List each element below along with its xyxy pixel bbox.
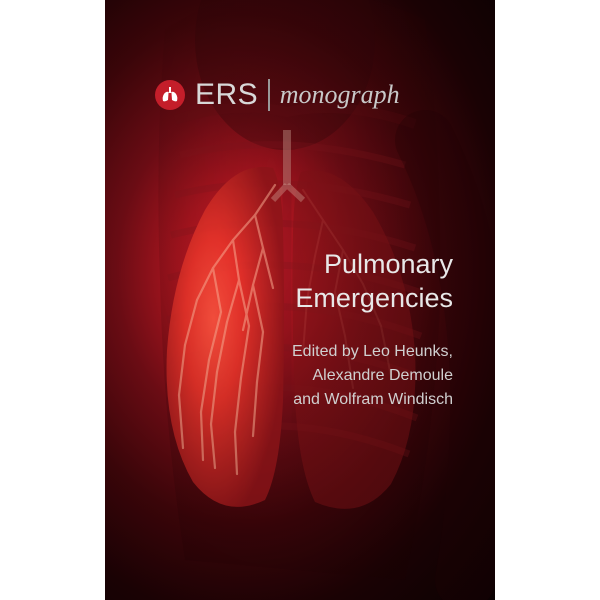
title-block: Pulmonary Emergencies xyxy=(295,248,453,316)
title-line-1: Pulmonary xyxy=(295,248,453,282)
editors-block: Edited by Leo Heunks, Alexandre Demoule … xyxy=(292,340,453,412)
title-line-2: Emergencies xyxy=(295,282,453,316)
book-cover: ERS monograph Pulmonary Emergencies Edit… xyxy=(105,0,495,600)
brand-text: ERS xyxy=(195,78,258,112)
page-container: ERS monograph Pulmonary Emergencies Edit… xyxy=(0,0,600,600)
series-text: monograph xyxy=(280,80,400,110)
editors-line-2: Alexandre Demoule xyxy=(292,364,453,388)
brand-header: ERS monograph xyxy=(155,78,400,112)
editors-line-1: Edited by Leo Heunks, xyxy=(292,340,453,364)
header-divider xyxy=(268,79,270,111)
ers-logo-icon xyxy=(155,80,185,110)
editors-line-3: and Wolfram Windisch xyxy=(292,388,453,412)
